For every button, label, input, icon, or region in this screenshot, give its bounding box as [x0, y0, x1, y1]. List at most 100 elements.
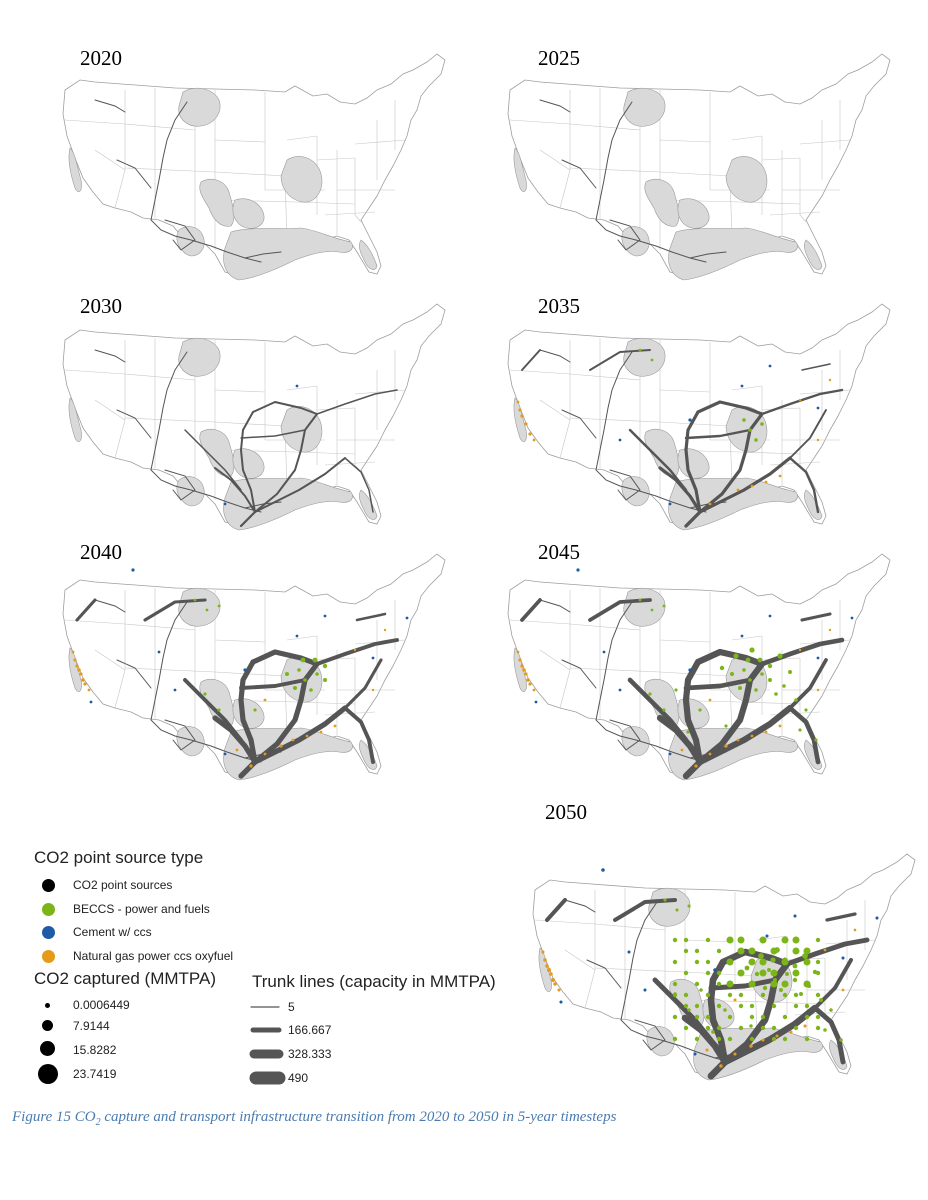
state-border	[539, 149, 571, 209]
legend-captured-title: CO2 captured (MMTPA)	[34, 969, 217, 988]
us-outline	[507, 53, 891, 277]
capture-point	[815, 959, 821, 965]
capture-point	[668, 502, 672, 506]
existing-pipeline	[609, 219, 641, 251]
capture-point	[668, 752, 672, 756]
legend-size-label: 23.7419	[73, 1067, 117, 1081]
trunk-line	[800, 612, 832, 622]
capture-point	[759, 936, 767, 944]
capture-point	[716, 970, 722, 976]
capture-point	[528, 682, 532, 686]
trunk-line	[315, 638, 399, 666]
capture-point	[733, 998, 737, 1002]
state-border	[534, 919, 596, 925]
basin-williston	[648, 887, 691, 927]
existing-pipeline	[564, 899, 596, 913]
us-map	[507, 53, 891, 281]
capture-point	[841, 988, 845, 992]
basin-gulf-coast	[223, 727, 353, 781]
trunk-line	[520, 598, 542, 622]
pipeline-network	[94, 349, 398, 527]
capture-point	[775, 1034, 779, 1038]
capture-point	[767, 968, 771, 972]
capture-point	[757, 657, 763, 663]
capture-point	[683, 937, 689, 943]
capture-point	[81, 678, 85, 682]
legend-size-label: 7.9144	[73, 1019, 110, 1033]
capture-point	[760, 1025, 766, 1031]
state-border	[324, 211, 376, 216]
storage-basins	[538, 887, 848, 1081]
capture-point	[601, 868, 605, 872]
basin-williston	[623, 587, 666, 627]
capture-point	[804, 708, 808, 712]
capture-point	[131, 568, 135, 572]
capture-point	[804, 1003, 810, 1009]
capture-point	[576, 568, 580, 572]
state-border	[569, 623, 641, 631]
capture-point	[698, 708, 702, 712]
capture-point	[518, 408, 522, 412]
basin-anadarko	[677, 198, 710, 229]
capture-point	[687, 1008, 691, 1012]
capture-point	[303, 678, 307, 682]
panel-year: 2045	[538, 540, 580, 564]
existing-pipeline	[150, 601, 262, 763]
legend-item-label: CO2 point sources	[73, 878, 173, 892]
legend-item-label: Cement w/ ccs	[73, 925, 152, 939]
trunk-line	[812, 1005, 846, 1065]
capture-point	[705, 1048, 709, 1052]
legend-source-type-title: CO2 point source type	[34, 848, 204, 867]
capture-point	[520, 414, 524, 418]
capture-point	[353, 648, 357, 652]
capture-point	[803, 1024, 807, 1028]
capture-point	[524, 672, 528, 676]
capture-point	[760, 1014, 766, 1020]
state-border	[354, 214, 362, 223]
capture-point	[748, 428, 752, 432]
capture-point	[73, 658, 77, 662]
capture-point	[745, 657, 751, 663]
capture-point	[205, 608, 209, 612]
capture-point	[782, 992, 788, 998]
capture-point	[814, 738, 818, 742]
existing-pipeline	[561, 659, 597, 689]
capture-point	[823, 948, 827, 952]
us-outline	[62, 53, 446, 277]
map-panel-2030: 2030	[55, 290, 455, 540]
capture-point	[705, 1025, 711, 1031]
capture-point	[650, 608, 654, 612]
capture-point	[285, 672, 289, 676]
capture-point	[815, 970, 821, 976]
capture-point	[663, 898, 667, 902]
capture-point	[793, 992, 799, 998]
capture-point	[742, 418, 746, 422]
capture-point	[305, 734, 309, 738]
basin-williston	[178, 337, 221, 377]
capture-point	[638, 348, 642, 352]
capture-point	[819, 998, 823, 1002]
capture-point	[749, 1014, 755, 1020]
capture-point	[839, 1038, 843, 1042]
capture-point	[815, 1025, 821, 1031]
capture-point	[672, 937, 678, 943]
capture-point	[618, 438, 622, 442]
state-border	[124, 373, 196, 381]
capture-point	[742, 668, 746, 672]
capture-point	[765, 934, 769, 938]
capture-point	[789, 1030, 793, 1034]
capture-point	[705, 970, 711, 976]
trunk-line	[787, 705, 821, 765]
basin-williston	[623, 337, 666, 377]
capture-point	[333, 724, 337, 728]
capture-point	[543, 958, 547, 962]
map-panel-2045: 2045	[500, 540, 900, 790]
capture-point	[792, 969, 800, 977]
capture-point	[319, 730, 323, 734]
capture-point	[520, 664, 524, 668]
capture-point	[253, 708, 257, 712]
us-map	[507, 303, 891, 531]
basin-gulf-coast	[668, 227, 798, 281]
state-border	[316, 407, 356, 411]
capture-point	[803, 947, 811, 955]
